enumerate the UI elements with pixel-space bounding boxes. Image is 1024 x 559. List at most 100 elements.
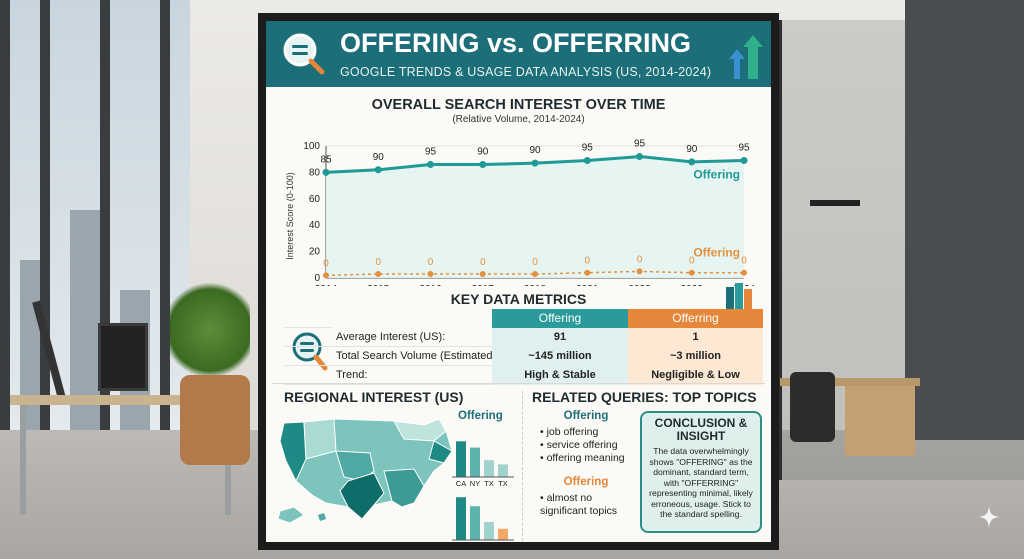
plant	[170, 275, 250, 385]
meeting-chair	[790, 372, 835, 442]
data-label: 95	[582, 143, 594, 154]
data-point	[479, 271, 486, 278]
related-offerring-head: Offering	[563, 476, 609, 488]
list-item: job offering	[540, 426, 640, 439]
data-point	[374, 166, 382, 174]
regional-bar	[484, 460, 494, 477]
infographic-poster: OFFERING vs. OFFERRING GOOGLE TRENDS & U…	[266, 21, 771, 542]
data-point	[688, 269, 695, 276]
data-point	[741, 269, 747, 276]
chart-title: OVERALL SEARCH INTEREST OVER TIME	[371, 97, 666, 113]
metrics-col-offering: Offering	[492, 309, 628, 328]
data-label: 0	[375, 257, 381, 268]
metrics-header-empty	[332, 309, 502, 328]
regional-bar	[456, 441, 466, 477]
regional-bar	[498, 528, 508, 540]
y-tick-label: 20	[309, 247, 321, 258]
data-label: 0	[532, 257, 538, 268]
x-tick-label: 2018	[524, 284, 547, 286]
y-tick-label: 100	[303, 141, 320, 152]
conclusion-body: The data overwhelmingly shows "OFFERING"…	[649, 446, 753, 519]
building	[70, 210, 100, 440]
data-point	[688, 158, 696, 166]
magnifier-icon	[283, 33, 325, 75]
window-frame	[0, 0, 10, 500]
regional-bar	[484, 522, 494, 540]
legend-offering: Offering	[693, 168, 740, 182]
cabinet	[845, 386, 915, 456]
x-tick-label: 2017	[472, 284, 495, 286]
row-value-offerring: Negligible & Low	[628, 366, 763, 385]
data-label: 90	[477, 146, 489, 157]
line-chart: 0204060801002014201520162017201820212022…	[285, 139, 756, 286]
poster-frame: OFFERING vs. OFFERRING GOOGLE TRENDS & U…	[258, 13, 779, 550]
y-axis-label: Interest Score (0-100)	[285, 172, 295, 260]
data-label: 95	[738, 143, 750, 154]
data-label: 0	[741, 256, 747, 267]
data-label: 90	[686, 144, 698, 155]
related-offering-head: Offering	[563, 410, 609, 422]
page-subtitle: GOOGLE TRENDS & USAGE DATA ANALYSIS (US,…	[340, 65, 712, 79]
window-frame	[40, 0, 50, 500]
row-value-offering: ~145 million	[492, 347, 628, 366]
y-tick-label: 0	[314, 273, 320, 284]
page-title: OFFERING vs. OFFERRING	[340, 28, 692, 58]
trend-arrows-icon	[729, 35, 763, 79]
metrics-header-row: Offering Offerring	[284, 309, 763, 328]
window-frame	[160, 0, 170, 500]
poster-header: OFFERING vs. OFFERRING GOOGLE TRENDS & U…	[266, 21, 771, 87]
data-point	[636, 153, 643, 161]
data-point	[322, 168, 330, 176]
y-tick-label: 40	[309, 220, 321, 231]
row-value-offering: 91	[492, 328, 628, 347]
regional-bar	[456, 497, 466, 540]
regional-bar	[498, 464, 508, 477]
data-label: 0	[584, 256, 590, 267]
regional-bar-charts: CANYTXTXCANYTXTX	[452, 441, 514, 541]
row-value-offering: High & Stable	[492, 366, 628, 385]
regional-title: REGIONAL INTEREST (US)	[284, 389, 464, 405]
monitor	[98, 323, 148, 391]
table-row: Total Search Volume (Estimated): ~145 mi…	[284, 347, 763, 366]
data-label: 0	[323, 258, 329, 269]
row-label: Total Search Volume (Estimated):	[336, 350, 500, 362]
y-tick-label: 80	[309, 167, 321, 178]
metrics-col-offerring: Offerring	[628, 309, 763, 328]
regional-bar-label: NY	[470, 479, 480, 488]
conclusion-box: CONCLUSION & INSIGHT The data overwhelmi…	[640, 411, 762, 533]
conclusion-title: CONCLUSION & INSIGHT	[654, 416, 748, 443]
regional-bar	[470, 447, 480, 477]
data-point	[636, 268, 643, 275]
data-point	[479, 160, 487, 168]
data-point	[427, 160, 434, 168]
x-tick-label: 2022	[628, 284, 651, 286]
x-tick-label: 2016	[419, 284, 442, 286]
related-offerring-list: almost no significant topics	[540, 492, 624, 518]
data-label: 0	[428, 257, 434, 268]
data-label: 95	[634, 139, 646, 150]
x-tick-label: 2023	[681, 284, 704, 286]
x-tick-label: 2021	[576, 284, 599, 286]
section-divider	[272, 383, 765, 384]
series-line-offerring	[325, 270, 744, 277]
list-item: service offering	[540, 439, 640, 452]
row-label: Average Interest (US):	[336, 331, 446, 343]
data-point	[584, 269, 591, 276]
window-frame	[100, 0, 110, 500]
data-label: 90	[373, 152, 385, 163]
row-value-offerring: ~3 million	[628, 347, 763, 366]
metrics-title: KEY DATA METRICS	[450, 291, 587, 307]
data-label: 90	[529, 145, 541, 156]
x-tick-label: 2014	[315, 284, 338, 286]
y-tick-label: 60	[309, 194, 321, 205]
legend-offerring: Offering	[693, 246, 740, 260]
data-label: 0	[480, 257, 486, 268]
data-label: 85	[320, 154, 332, 165]
regional-bar	[470, 506, 480, 540]
row-label: Trend:	[336, 369, 368, 381]
x-tick-label: 2024	[733, 284, 756, 286]
regional-series-label: Offering	[458, 410, 503, 422]
data-label: 0	[637, 254, 643, 265]
data-point	[375, 271, 382, 278]
desk	[10, 395, 235, 405]
